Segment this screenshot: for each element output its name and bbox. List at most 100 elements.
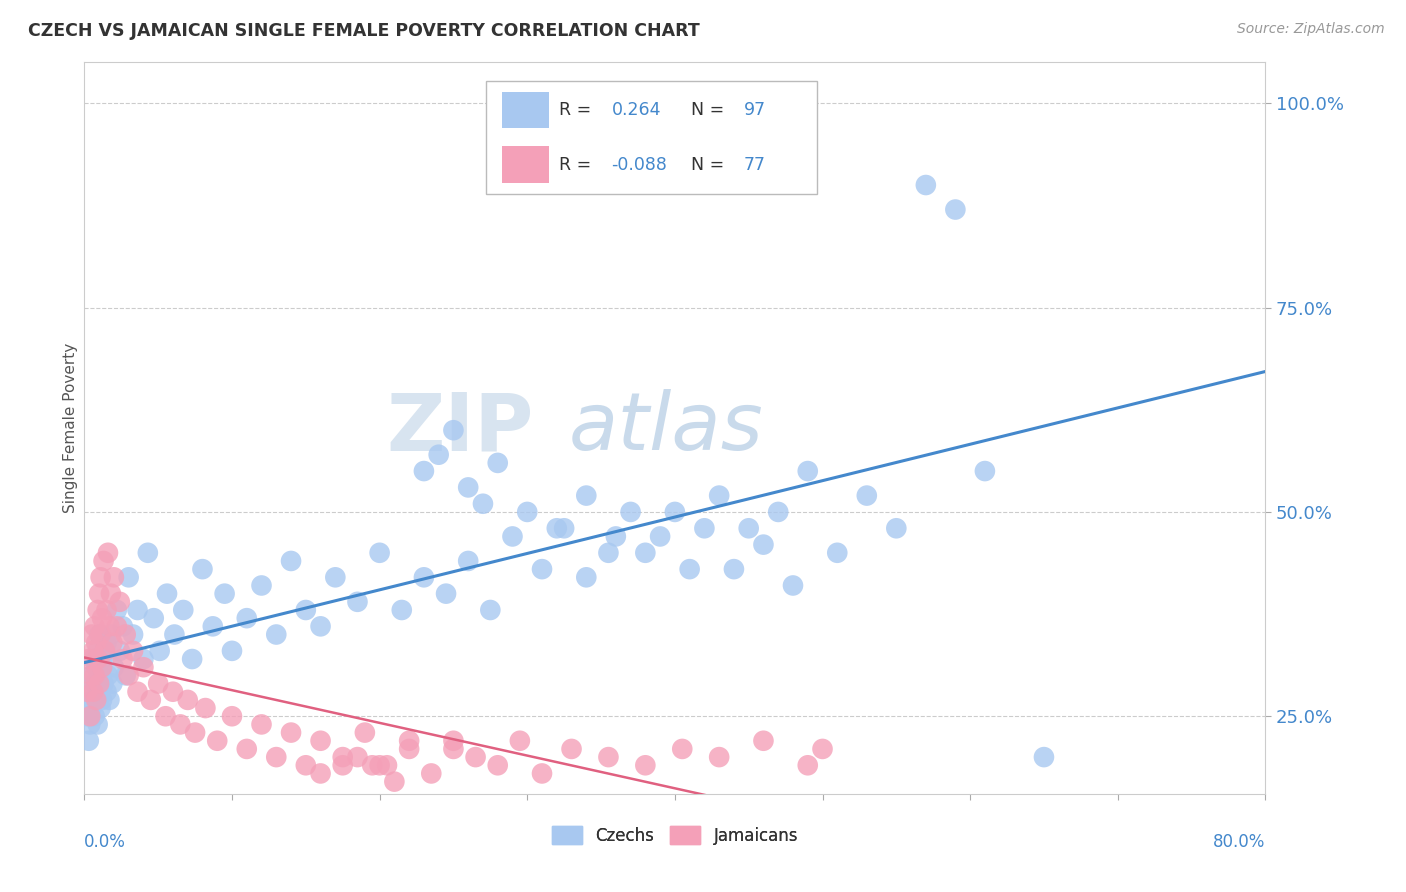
Point [598,750,620,764]
Point [155,709,177,723]
Point [398,742,420,756]
Point [413,464,436,478]
Point [91,693,114,707]
Text: 0.0%: 0.0% [84,833,127,851]
Point [650,529,672,543]
Point [221,644,243,658]
Point [96,636,118,650]
Point [87,587,111,601]
Point [398,733,420,747]
Point [375,758,398,772]
Point [163,627,186,641]
Point [82,684,104,698]
Point [127,603,149,617]
Point [108,595,131,609]
Point [79,717,101,731]
Point [361,758,384,772]
Point [91,660,114,674]
Point [80,668,103,682]
Point [100,587,122,601]
Point [620,505,643,519]
Point [177,693,200,707]
Point [191,562,214,576]
Point [346,750,368,764]
Point [94,644,117,658]
Point [156,587,179,601]
Point [181,652,204,666]
Point [94,644,117,658]
Point [111,619,134,633]
Point [332,750,354,764]
Point [575,489,598,503]
Point [634,546,657,560]
Point [184,725,207,739]
Point [443,742,465,756]
Point [97,546,120,560]
Point [90,701,112,715]
Point [368,758,391,772]
Point [354,725,377,739]
Point [413,570,436,584]
Point [598,546,620,560]
Point [101,676,124,690]
Point [325,570,347,584]
Point [738,521,761,535]
Point [782,578,804,592]
Point [605,529,627,543]
Point [945,202,967,217]
Point [575,570,598,584]
Point [111,652,134,666]
Point [516,505,538,519]
Point [827,546,849,560]
Point [295,758,318,772]
Point [280,554,302,568]
Point [427,448,450,462]
Point [80,627,103,641]
Point [80,701,103,715]
Point [443,733,465,747]
Point [162,684,184,698]
Point [546,521,568,535]
Point [236,742,259,756]
Point [114,627,136,641]
Point [250,578,273,592]
Text: CZECH VS JAMAICAN SINGLE FEMALE POVERTY CORRELATION CHART: CZECH VS JAMAICAN SINGLE FEMALE POVERTY … [28,22,700,40]
Point [122,627,145,641]
Point [96,603,118,617]
Point [332,758,354,772]
Point [100,627,122,641]
Point [709,489,731,503]
Point [221,709,243,723]
Point [797,464,820,478]
Point [368,546,391,560]
Point [108,644,131,658]
Point [79,684,101,698]
Point [915,178,938,192]
Point [391,603,413,617]
Point [118,668,141,682]
Point [90,668,112,682]
Point [531,766,554,780]
Point [83,709,105,723]
Point [472,497,495,511]
Point [693,521,716,535]
Point [84,636,107,650]
Point [91,611,114,625]
Point [118,570,141,584]
Point [201,619,224,633]
Point [96,684,118,698]
Point [856,489,879,503]
Point [723,562,745,576]
Point [114,668,136,682]
Point [77,652,100,666]
Point [634,758,657,772]
Point [142,611,165,625]
Point [93,676,115,690]
Point [486,456,509,470]
Point [86,644,108,658]
Point [974,464,997,478]
Point [172,603,194,617]
Point [346,595,368,609]
Point [420,766,443,780]
Point [479,603,502,617]
